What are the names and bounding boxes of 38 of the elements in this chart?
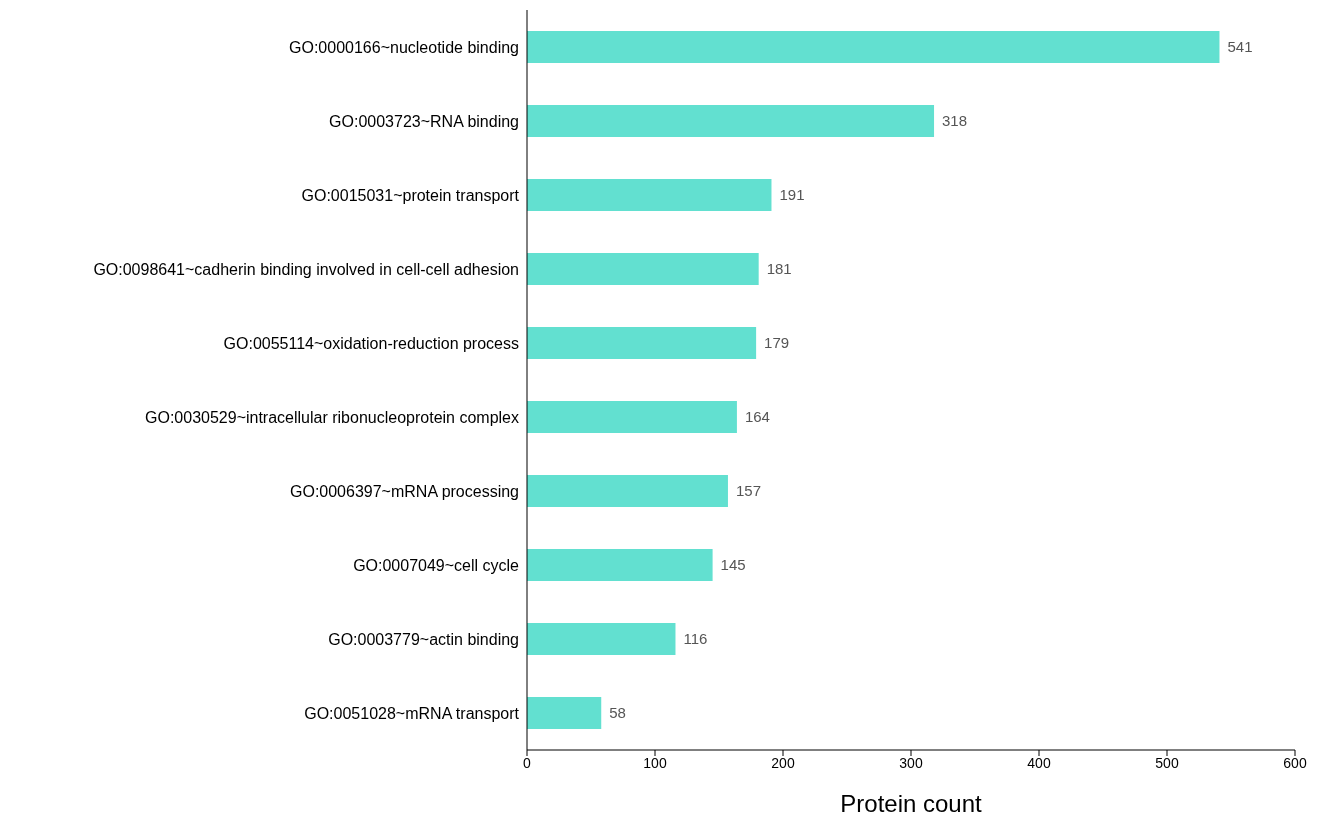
y-tick-label: GO:0098641~cadherin binding involved in cell-cell adhesion	[93, 260, 519, 278]
bar	[527, 401, 737, 433]
x-axis-title: Protein count	[840, 790, 983, 817]
x-tick-label: 100	[643, 754, 667, 771]
bar	[527, 549, 713, 581]
data-label: 116	[683, 630, 708, 648]
bar	[527, 623, 676, 655]
y-tick-label: GO:0051028~mRNA transport	[304, 704, 520, 722]
bar	[527, 253, 759, 285]
data-label: 157	[735, 482, 761, 500]
data-label: 318	[942, 112, 968, 130]
data-label: 58	[609, 704, 626, 722]
data-label: 191	[779, 186, 805, 204]
x-tick-label: 300	[899, 754, 923, 771]
y-tick-label: GO:0003723~RNA binding	[329, 112, 519, 130]
data-label: 181	[766, 260, 792, 278]
y-tick-label: GO:0030529~intracellular ribonucleoprotein complex	[145, 408, 519, 426]
data-label: 164	[744, 408, 770, 426]
x-tick-label: 400	[1027, 754, 1051, 771]
bar	[527, 697, 602, 729]
bar	[527, 327, 757, 359]
y-tick-label: GO:0006397~mRNA processing	[289, 482, 519, 500]
x-tick-label: 200	[771, 754, 795, 771]
x-tick-label: 500	[1155, 754, 1179, 771]
bar	[527, 31, 1220, 63]
y-tick-label: GO:0015031~protein transport	[301, 186, 520, 204]
data-label: 145	[720, 556, 746, 574]
y-tick-label: GO:0000166~nucleotide binding	[289, 38, 519, 56]
x-tick-label: 600	[1283, 754, 1307, 771]
x-tick-label: 0	[523, 754, 532, 771]
y-tick-label: GO:0007049~cell cycle	[353, 556, 520, 574]
y-tick-label: GO:0055114~oxidation-reduction process	[223, 334, 519, 352]
data-label: 541	[1227, 38, 1253, 56]
data-label: 179	[764, 334, 790, 352]
bar	[527, 179, 772, 211]
bar	[527, 105, 935, 137]
bar	[527, 475, 728, 507]
y-tick-label: GO:0003779~actin binding	[328, 630, 519, 648]
